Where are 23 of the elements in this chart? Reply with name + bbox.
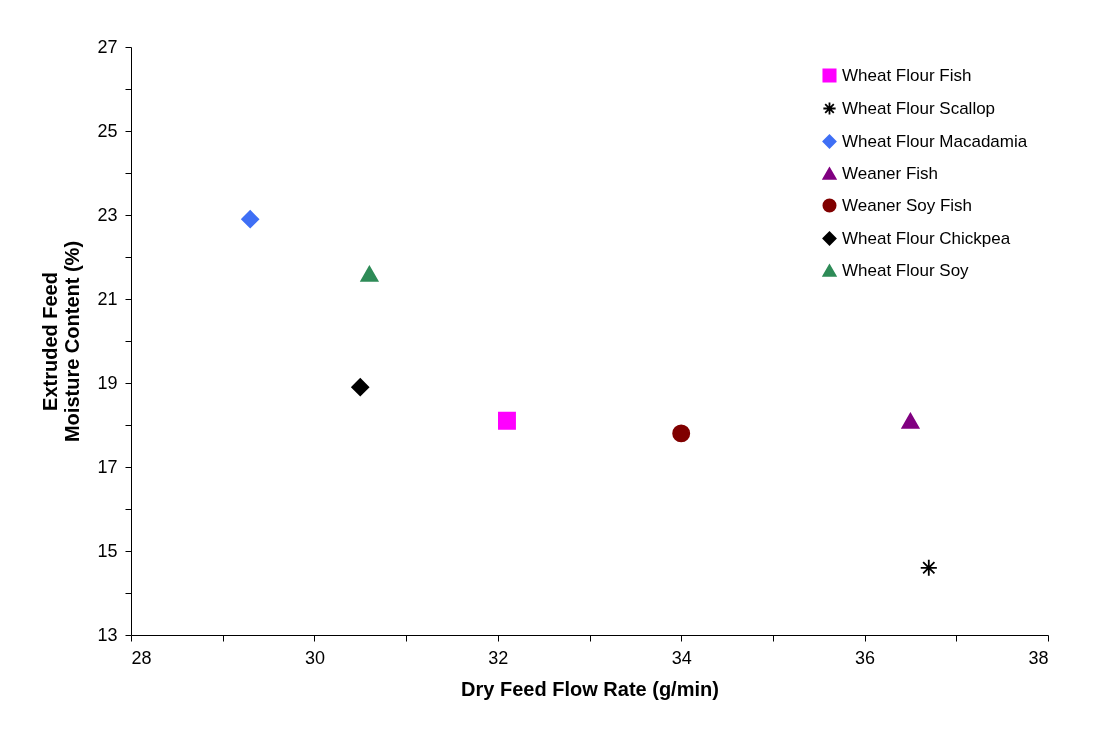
x-tick-label: 38 <box>1028 647 1049 668</box>
legend-label: Wheat Flour Fish <box>842 65 972 85</box>
y-tick-label: 19 <box>97 372 118 393</box>
x-tick-label: 28 <box>131 647 152 668</box>
x-tick-label: 30 <box>304 647 325 668</box>
y-axis-title: Extruded Feed Moisture Content (%) <box>39 240 84 443</box>
y-tick-label: 25 <box>97 120 118 141</box>
x-axis-title: Dry Feed Flow Rate (g/min) <box>461 677 719 700</box>
x-tick-label: 32 <box>488 647 509 668</box>
y-tick-label: 21 <box>97 288 118 309</box>
legend-label: Wheat Flour Scallop <box>842 98 996 118</box>
y-tick-label: 15 <box>97 540 118 561</box>
y-tick-label: 17 <box>97 456 118 477</box>
legend-label: Wheat Flour Chickpea <box>842 228 1011 248</box>
y-tick-label: 13 <box>97 624 118 645</box>
y-tick-label: 23 <box>97 204 118 225</box>
legend-label: Wheat Flour Macadamia <box>842 131 1028 151</box>
legend-label: Wheat Flour Soy <box>842 260 970 280</box>
x-tick-label: 34 <box>671 647 692 668</box>
x-tick-label: 36 <box>855 647 876 668</box>
y-tick-label: 27 <box>97 36 118 57</box>
legend-label: Weaner Fish <box>842 163 939 183</box>
legend-label: Weaner Soy Fish <box>842 195 973 215</box>
